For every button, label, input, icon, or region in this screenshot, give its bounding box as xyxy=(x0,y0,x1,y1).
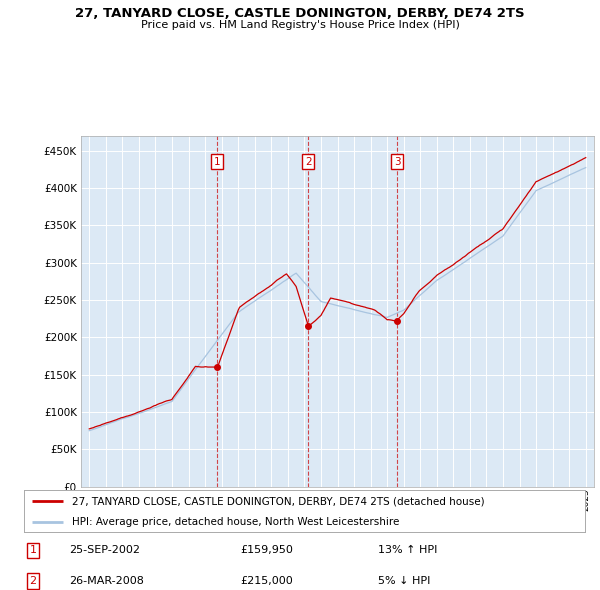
Text: 2: 2 xyxy=(29,576,37,586)
Text: 1: 1 xyxy=(214,157,221,167)
Text: Price paid vs. HM Land Registry's House Price Index (HPI): Price paid vs. HM Land Registry's House … xyxy=(140,20,460,30)
Text: 5% ↓ HPI: 5% ↓ HPI xyxy=(378,576,430,586)
Text: 25-SEP-2002: 25-SEP-2002 xyxy=(69,546,140,555)
Text: 26-MAR-2008: 26-MAR-2008 xyxy=(69,576,144,586)
Text: £215,000: £215,000 xyxy=(240,576,293,586)
Text: 13% ↑ HPI: 13% ↑ HPI xyxy=(378,546,437,555)
Text: 3: 3 xyxy=(394,157,401,167)
Text: HPI: Average price, detached house, North West Leicestershire: HPI: Average price, detached house, Nort… xyxy=(71,517,399,526)
Text: 2: 2 xyxy=(305,157,311,167)
Text: 27, TANYARD CLOSE, CASTLE DONINGTON, DERBY, DE74 2TS: 27, TANYARD CLOSE, CASTLE DONINGTON, DER… xyxy=(75,7,525,20)
Text: 1: 1 xyxy=(29,546,37,555)
Text: £159,950: £159,950 xyxy=(240,546,293,555)
Text: 27, TANYARD CLOSE, CASTLE DONINGTON, DERBY, DE74 2TS (detached house): 27, TANYARD CLOSE, CASTLE DONINGTON, DER… xyxy=(71,496,484,506)
